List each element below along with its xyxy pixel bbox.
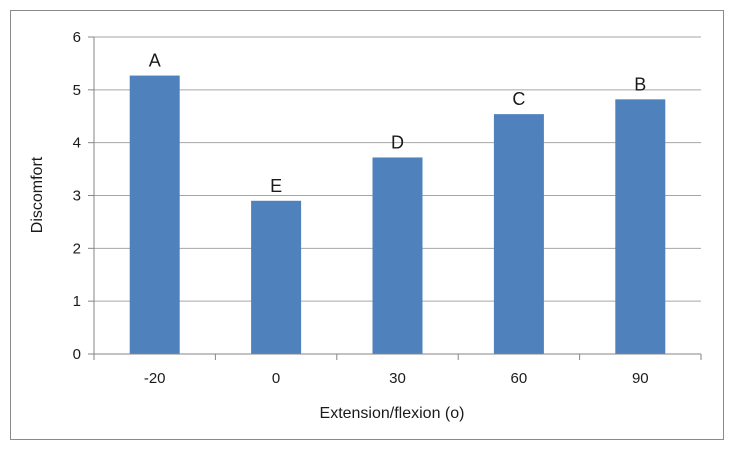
bar-e [251, 200, 302, 354]
y-tick-label: 6 [73, 29, 81, 46]
axes [88, 36, 702, 360]
y-tick-label: 0 [73, 346, 81, 363]
data-label: E [270, 176, 282, 196]
x-tick-label: 30 [389, 370, 406, 387]
x-tick-label: 90 [632, 370, 649, 387]
bar-a [129, 75, 180, 355]
bars [129, 75, 666, 355]
x-axis-title: Extension/flexion (o) [320, 405, 465, 422]
y-tick-label: 5 [73, 82, 81, 99]
bar-b [615, 99, 666, 355]
y-tick-label: 4 [73, 135, 81, 152]
data-label: A [149, 51, 161, 71]
x-tick-label: 60 [511, 370, 528, 387]
bar-d [372, 157, 423, 354]
chart-frame [10, 10, 724, 440]
bar-c [493, 114, 544, 355]
data-label: B [634, 74, 646, 94]
y-tick-label: 1 [73, 293, 81, 310]
y-axis-title: Discomfort [29, 156, 46, 233]
y-tick-label: 3 [73, 188, 81, 205]
data-label: D [391, 132, 404, 152]
data-label: C [512, 89, 525, 109]
x-tick-label: -20 [144, 370, 166, 387]
gridlines [94, 36, 701, 302]
y-tick-label: 2 [73, 240, 81, 257]
x-tick-label: 0 [272, 370, 280, 387]
labels: 0 1 2 3 4 5 6 -20 A 0 E 30 D 60 C 90 B [73, 29, 649, 387]
